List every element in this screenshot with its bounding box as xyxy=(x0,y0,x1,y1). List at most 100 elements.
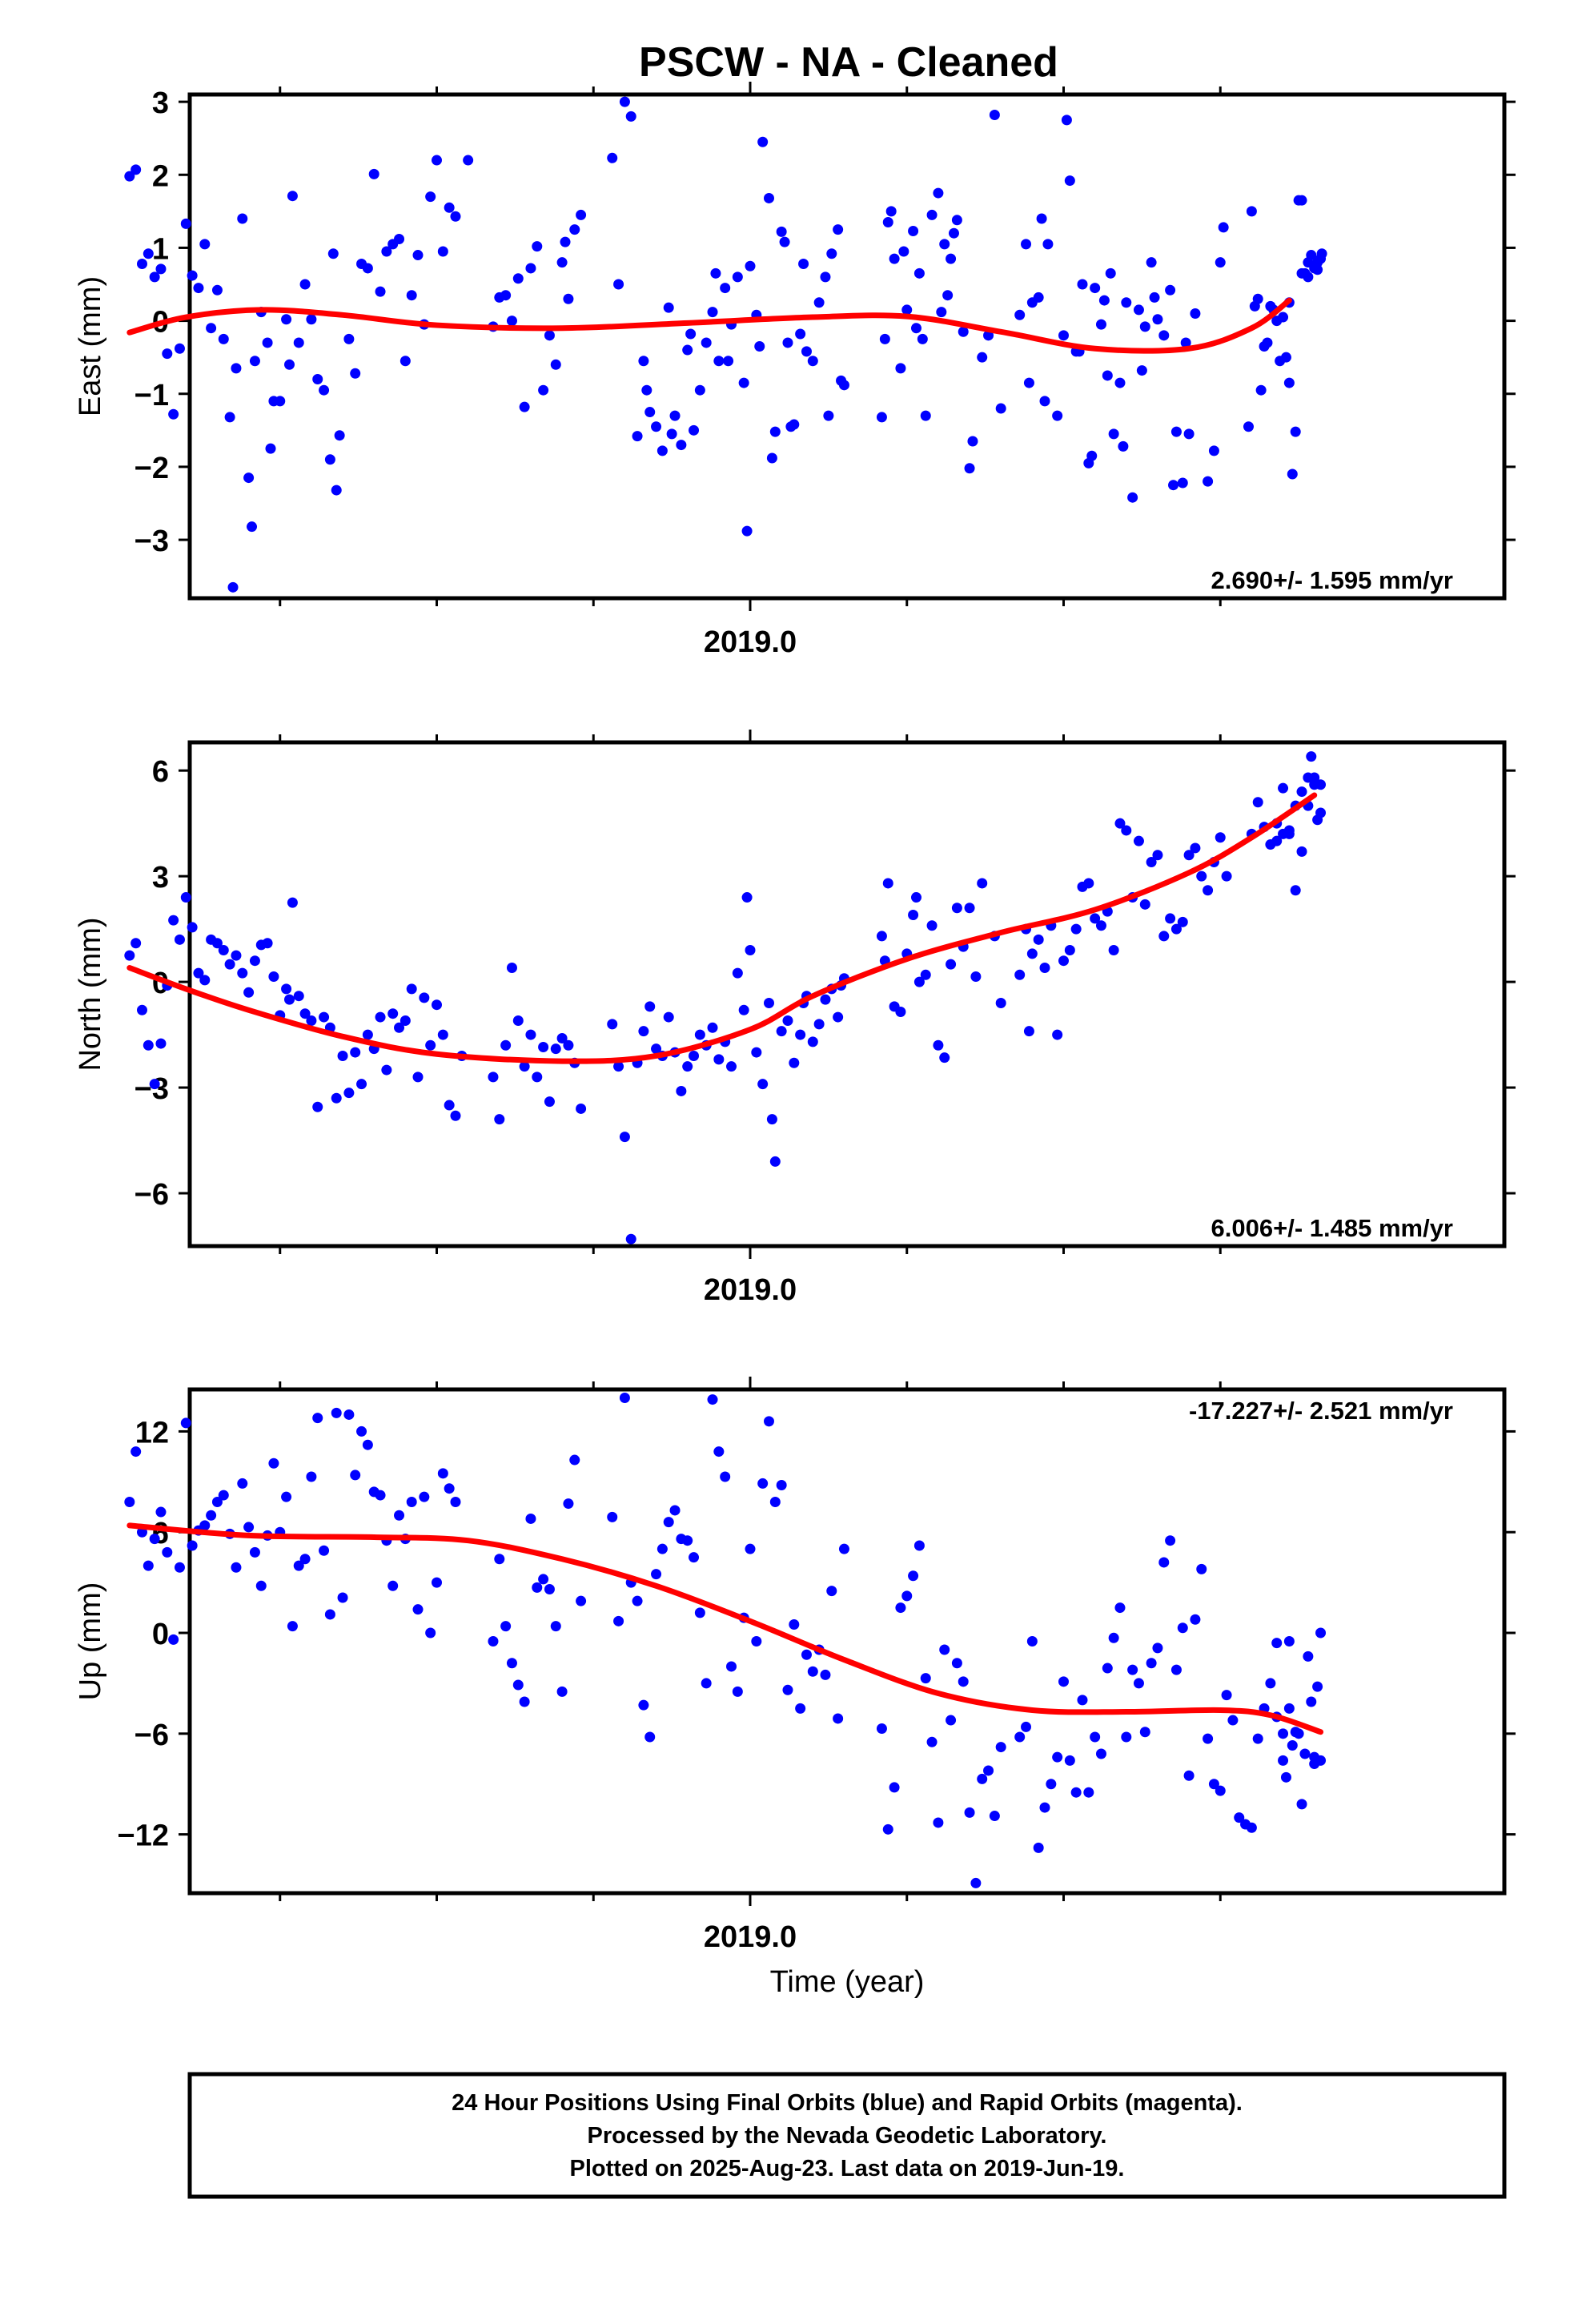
north-data-point xyxy=(833,1011,844,1023)
east-data-point xyxy=(381,246,392,257)
north-xtick-label: 2019.0 xyxy=(704,1273,797,1307)
east-data-point xyxy=(1183,428,1195,440)
east-data-point xyxy=(444,202,455,213)
up-data-point xyxy=(544,1584,555,1595)
east-data-point xyxy=(149,271,160,283)
up-data-point xyxy=(1315,1627,1327,1638)
east-data-point xyxy=(951,215,962,226)
east-data-point xyxy=(306,314,317,325)
east-data-point xyxy=(199,239,211,250)
east-data-point xyxy=(1177,477,1188,489)
north-data-point xyxy=(1058,955,1069,967)
east-data-point xyxy=(130,164,142,175)
east-data-point xyxy=(1090,283,1101,294)
east-data-point xyxy=(168,408,179,420)
east-data-point xyxy=(560,236,571,247)
east-data-point xyxy=(224,412,235,423)
north-data-point xyxy=(1290,885,1301,896)
east-data-point xyxy=(1052,410,1063,421)
footer-box xyxy=(187,2072,1507,2199)
up-data-point xyxy=(757,1478,769,1489)
up-data-point xyxy=(124,1496,135,1507)
north-data-point xyxy=(613,1061,624,1072)
east-data-point xyxy=(550,359,561,370)
north-data-point xyxy=(663,1011,674,1023)
north-data-point xyxy=(519,1061,530,1072)
up-data-point xyxy=(1058,1676,1069,1687)
east-data-point xyxy=(694,384,705,396)
north-data-point xyxy=(1177,916,1188,927)
north-data-point xyxy=(964,903,975,914)
east-data-point xyxy=(638,356,649,367)
north-data-point xyxy=(625,1233,636,1244)
up-data-point xyxy=(1208,1779,1219,1790)
east-data-point xyxy=(989,110,1000,121)
east-data-point xyxy=(1042,239,1054,250)
east-data-point xyxy=(910,323,921,334)
east-data-point xyxy=(247,521,258,533)
north-data-point xyxy=(776,1026,787,1037)
east-data-point xyxy=(265,443,276,454)
east-ytick-label: −2 xyxy=(135,452,169,485)
north-data-point xyxy=(1215,832,1226,843)
up-data-point xyxy=(324,1609,335,1620)
up-data-point xyxy=(525,1513,536,1524)
up-data-point xyxy=(1227,1715,1239,1726)
up-data-point xyxy=(1299,1748,1311,1759)
up-data-point xyxy=(1127,1664,1138,1675)
north-data-point xyxy=(946,959,957,970)
up-data-point xyxy=(155,1506,167,1518)
up-data-point xyxy=(720,1471,731,1482)
up-data-point xyxy=(1312,1681,1323,1692)
north-data-point xyxy=(1190,842,1201,854)
east-data-point xyxy=(400,356,411,367)
east-data-point xyxy=(757,136,769,147)
east-data-point xyxy=(1296,267,1307,279)
north-ytick-label: −6 xyxy=(135,1178,169,1212)
east-data-point xyxy=(327,248,339,259)
east-data-point xyxy=(299,279,311,290)
east-data-point xyxy=(964,463,975,474)
east-data-point xyxy=(538,384,549,396)
east-data-point xyxy=(319,384,330,396)
up-data-point xyxy=(576,1595,587,1606)
up-data-point xyxy=(412,1604,424,1615)
north-data-point xyxy=(1114,818,1126,829)
footer-line-1: 24 Hour Positions Using Final Orbits (bl… xyxy=(452,2090,1243,2116)
east-data-point xyxy=(1114,377,1126,388)
up-data-point xyxy=(1052,1751,1063,1763)
up-data-point xyxy=(638,1699,649,1711)
up-data-point xyxy=(807,1666,818,1677)
north-data-point xyxy=(638,1026,649,1037)
east-data-point xyxy=(206,323,217,334)
north-data-point xyxy=(444,1100,455,1111)
up-data-point xyxy=(206,1510,217,1521)
north-data-point xyxy=(343,1088,355,1099)
north-data-point xyxy=(187,922,198,933)
north-data-point xyxy=(1070,923,1082,935)
north-data-point xyxy=(136,1004,147,1015)
east-data-point xyxy=(324,454,335,465)
up-data-point xyxy=(933,1817,944,1828)
east-data-point xyxy=(463,155,474,166)
east-data-point xyxy=(343,333,355,344)
east-data-point xyxy=(350,368,361,379)
up-frame xyxy=(187,1387,1507,1896)
east-data-point xyxy=(193,283,204,294)
north-data-point xyxy=(766,1114,777,1125)
up-data-point xyxy=(619,1392,630,1403)
north-data-point xyxy=(751,1047,762,1058)
north-data-point xyxy=(331,1092,342,1104)
up-data-point xyxy=(199,1520,211,1531)
north-data-point xyxy=(412,1072,424,1083)
north-data-point xyxy=(1026,948,1038,959)
up-data-point xyxy=(519,1696,530,1707)
north-data-point xyxy=(130,938,142,949)
east-data-point xyxy=(1290,426,1301,437)
east-data-point xyxy=(1149,292,1160,303)
east-ytick-label: −3 xyxy=(135,525,169,558)
up-data-point xyxy=(1278,1728,1289,1739)
east-data-point xyxy=(995,403,1006,414)
east-rate-label: 2.690+/- 1.595 mm/yr xyxy=(1211,566,1453,594)
north-data-point xyxy=(745,945,756,956)
